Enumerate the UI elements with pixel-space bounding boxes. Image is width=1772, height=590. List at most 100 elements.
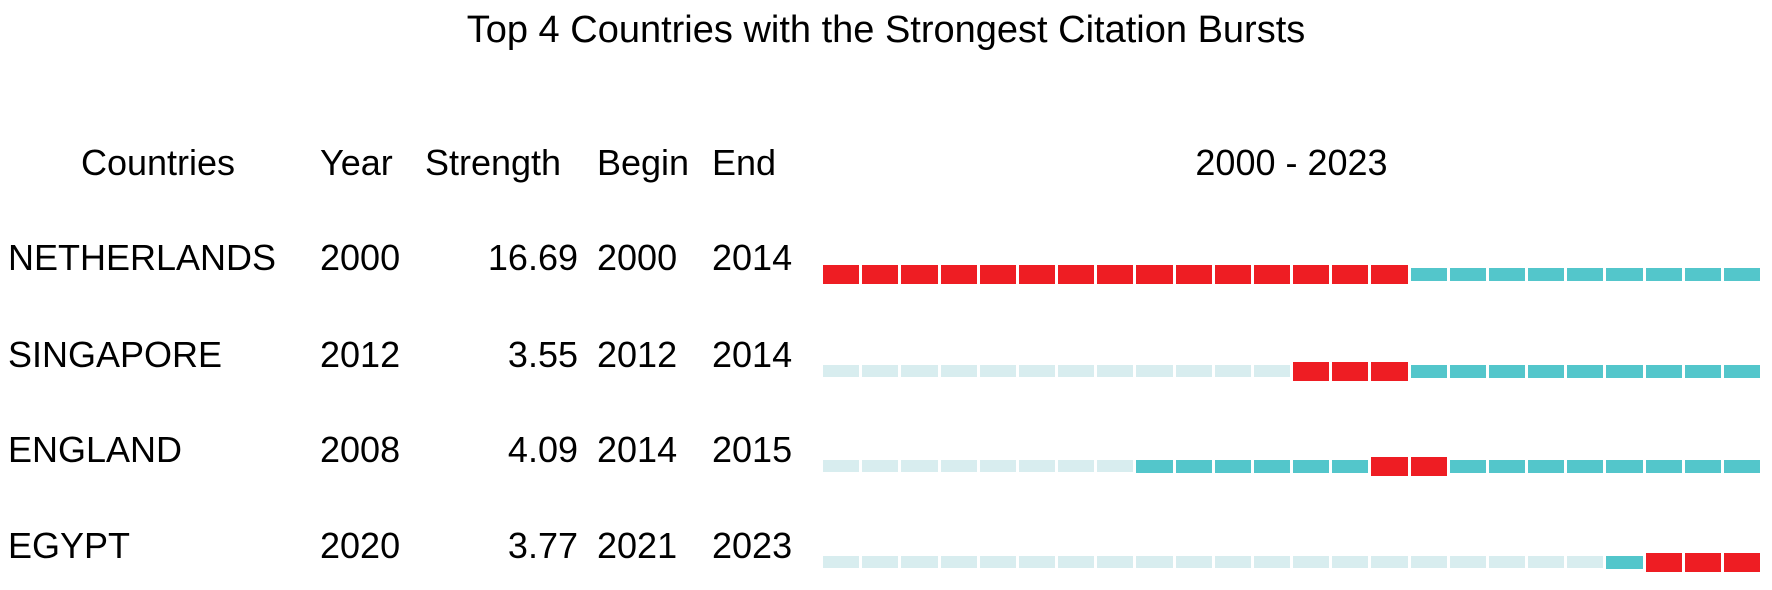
timeline-segment <box>979 460 1016 472</box>
timeline-segment <box>1567 556 1604 568</box>
timeline-segment <box>1449 364 1486 378</box>
timeline-segment <box>1606 459 1643 473</box>
country-cell: EGYPT <box>8 525 131 566</box>
timeline-segment <box>979 365 1016 377</box>
table-row: NETHERLANDS 2000 16.69 2000 2014 <box>0 236 1772 284</box>
timeline-segment <box>1449 556 1486 568</box>
timeline-segment <box>1410 364 1447 378</box>
strength-cell: 3.55 <box>507 334 578 375</box>
year-cell: 2000 <box>320 237 401 278</box>
timeline-segment <box>1567 267 1604 281</box>
timeline-segment <box>862 264 899 284</box>
timeline-segment <box>1214 264 1251 284</box>
table-row: SINGAPORE 2012 3.55 2012 2014 <box>0 333 1772 381</box>
year-cell: 2008 <box>320 429 401 470</box>
timeline-segment <box>1645 459 1682 473</box>
timeline-segment <box>1097 264 1134 284</box>
header-countries: Countries <box>80 142 236 183</box>
timeline-segment <box>1606 555 1643 569</box>
timeline-segment <box>1214 365 1251 377</box>
timeline-segment <box>1136 264 1173 284</box>
timeline-segment <box>1018 460 1056 472</box>
timeline-segment <box>1488 556 1526 568</box>
timeline-segment <box>1097 460 1134 472</box>
country-cell: SINGAPORE <box>8 334 223 375</box>
timeline-segment <box>1136 556 1173 568</box>
timeline-segment <box>979 556 1016 568</box>
timeline-segment <box>1528 364 1565 378</box>
timeline-segment <box>862 460 899 472</box>
timeline-segment <box>1528 459 1565 473</box>
country-cell: NETHERLANDS <box>8 237 277 278</box>
end-cell: 2023 <box>712 525 793 566</box>
timeline-segment <box>940 556 977 568</box>
timeline-segment <box>1097 365 1134 377</box>
timeline-segment <box>1567 364 1604 378</box>
timeline-segment <box>1293 459 1330 473</box>
strength-cell: 3.77 <box>507 525 578 566</box>
chart-title: Top 4 Countries with the Strongest Citat… <box>466 9 1306 51</box>
timeline-segment <box>1684 459 1721 473</box>
begin-cell: 2014 <box>597 429 678 470</box>
timeline-segment <box>1645 552 1682 572</box>
timeline-segment <box>1332 556 1369 568</box>
timeline-segment <box>1058 556 1095 568</box>
end-cell: 2014 <box>712 334 793 375</box>
timeline-segment <box>1293 556 1330 568</box>
table-row: ENGLAND 2008 4.09 2014 2015 <box>0 428 1772 476</box>
timeline-segment <box>901 556 938 568</box>
burst-timeline-bar <box>823 263 1761 285</box>
header-strength: Strength <box>424 142 562 183</box>
timeline-segment <box>1253 556 1291 568</box>
timeline-segment <box>1488 459 1526 473</box>
year-cell: 2020 <box>320 525 401 566</box>
timeline-segment <box>1018 264 1056 284</box>
timeline-segment <box>1606 267 1643 281</box>
timeline-segment <box>862 556 899 568</box>
timeline-segment <box>1371 264 1408 284</box>
timeline-segment <box>1410 456 1447 476</box>
timeline-segment <box>901 264 938 284</box>
timeline-segment <box>823 264 860 284</box>
timeline-segment <box>1723 552 1761 572</box>
timeline-segment <box>1371 361 1408 381</box>
timeline-segment <box>1449 267 1486 281</box>
timeline-segment <box>940 365 977 377</box>
timeline-segment <box>1058 365 1095 377</box>
begin-cell: 2021 <box>597 525 678 566</box>
header-year: Year <box>320 142 393 183</box>
timeline-segment <box>1371 456 1408 476</box>
burst-timeline-bar <box>823 360 1761 382</box>
timeline-segment <box>1332 264 1369 284</box>
timeline-segment <box>1684 364 1721 378</box>
timeline-segment <box>1528 267 1565 281</box>
timeline-segment <box>823 556 860 568</box>
burst-timeline-bar <box>823 455 1761 477</box>
table-row: EGYPT 2020 3.77 2021 2023 <box>0 524 1772 572</box>
timeline-segment <box>1253 459 1291 473</box>
timeline-segment <box>979 264 1016 284</box>
end-cell: 2014 <box>712 237 793 278</box>
timeline-segment <box>1371 556 1408 568</box>
timeline-segment <box>1410 267 1447 281</box>
timeline-segment <box>1175 365 1212 377</box>
timeline-segment <box>1684 552 1721 572</box>
strength-cell: 4.09 <box>507 429 578 470</box>
burst-timeline-bar <box>823 551 1761 573</box>
header-timeline-range: 2000 - 2023 <box>1195 142 1388 183</box>
timeline-segment <box>940 460 977 472</box>
timeline-segment <box>1528 556 1565 568</box>
timeline-segment <box>1097 556 1134 568</box>
timeline-segment <box>1214 556 1251 568</box>
timeline-segment <box>1488 364 1526 378</box>
timeline-segment <box>1253 365 1291 377</box>
timeline-segment <box>862 365 899 377</box>
timeline-segment <box>1723 364 1761 378</box>
timeline-segment <box>823 365 860 377</box>
timeline-segment <box>1449 459 1486 473</box>
timeline-segment <box>1214 459 1251 473</box>
timeline-segment <box>1136 459 1173 473</box>
timeline-segment <box>1488 267 1526 281</box>
country-cell: ENGLAND <box>8 429 183 470</box>
